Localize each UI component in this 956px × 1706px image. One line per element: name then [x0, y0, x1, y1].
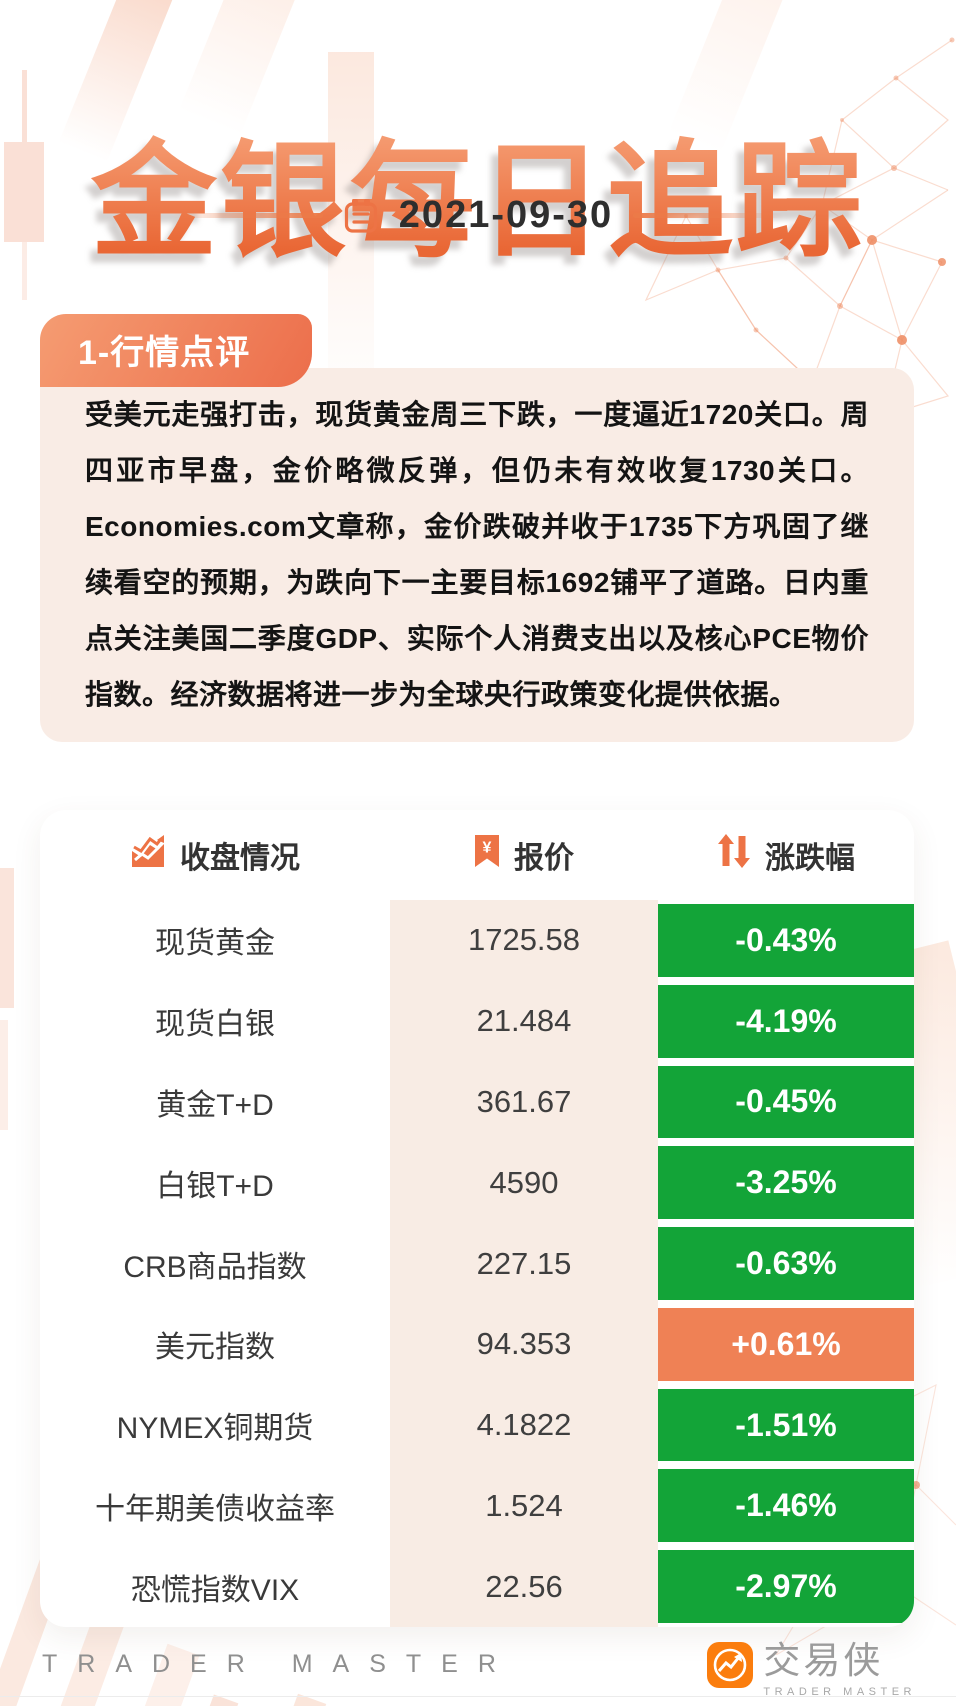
- row-change: -4.19%: [658, 984, 914, 1058]
- table-row: 现货白银 21.484 -4.19%: [40, 980, 914, 1062]
- row-name: 恐慌指数VIX: [130, 1573, 300, 1607]
- row-change: -1.51%: [658, 1388, 914, 1462]
- row-change-cell: -0.45%: [658, 1061, 914, 1143]
- stripe-decoration: [178, 0, 316, 136]
- area-chart-icon: [130, 834, 166, 876]
- row-quote: 4.1822: [390, 1384, 658, 1466]
- row-name: 白银T+D: [156, 1169, 274, 1203]
- page-title: 金银每日追踪: [0, 134, 956, 270]
- column-header-close: 收盘情况: [40, 833, 390, 877]
- table-row: 白银T+D 4590 -3.25%: [40, 1142, 914, 1224]
- table-row: 恐慌指数VIX 22.56 -2.97%: [40, 1546, 914, 1627]
- row-change-cell: -2.97%: [658, 1546, 914, 1627]
- zigzag-chart-logo-icon: [707, 1642, 754, 1693]
- row-change-cell: -3.25%: [658, 1142, 914, 1224]
- row-change: -0.43%: [658, 904, 914, 977]
- yuan-ribbon-icon: ¥: [474, 834, 500, 876]
- column-header-quote: ¥ 报价: [390, 833, 658, 877]
- brand-subtitle: TRADER MASTER: [763, 1685, 916, 1698]
- date-text: 2021-09-30: [398, 194, 614, 236]
- svg-text:¥: ¥: [483, 840, 492, 857]
- table-row: 美元指数 94.353 +0.61%: [40, 1303, 914, 1385]
- row-change-cell: +0.61%: [658, 1303, 914, 1385]
- date-row: 2021-09-30: [0, 194, 956, 237]
- row-quote: 1725.58: [390, 900, 658, 981]
- column-label: 收盘情况: [180, 842, 300, 875]
- bar-decoration: [0, 1020, 8, 1130]
- bar-decoration: [0, 868, 14, 1008]
- row-change: -2.97%: [658, 1550, 914, 1624]
- row-change-cell: -0.63%: [658, 1223, 914, 1304]
- table-row: CRB商品指数 227.15 -0.63%: [40, 1223, 914, 1304]
- table-row: 黄金T+D 361.67 -0.45%: [40, 1061, 914, 1143]
- row-change-cell: -4.19%: [658, 980, 914, 1062]
- row-change: -1.46%: [658, 1469, 914, 1543]
- row-quote: 21.484: [390, 980, 658, 1062]
- table-row: 十年期美债收益率 1.524 -1.46%: [40, 1465, 914, 1547]
- row-change: -3.25%: [658, 1146, 914, 1220]
- row-quote: 361.67: [390, 1061, 658, 1143]
- row-name: 美元指数: [155, 1331, 275, 1365]
- market-table: 收盘情况 ¥ 报价 涨跌幅: [40, 810, 914, 1627]
- calendar-icon: [343, 198, 379, 234]
- table-row: 现货黄金 1725.58 -0.43%: [40, 900, 914, 981]
- table-row: NYMEX铜期货 4.1822 -1.51%: [40, 1384, 914, 1466]
- row-quote: 227.15: [390, 1223, 658, 1304]
- table-header: 收盘情况 ¥ 报价 涨跌幅: [40, 810, 914, 900]
- up-down-arrows-icon: [717, 834, 751, 876]
- row-quote: 1.524: [390, 1465, 658, 1547]
- commentary-text: 受美元走强打击，现货黄金周三下跌，一度逼近1720关口。周四亚市早盘，金价略微反…: [85, 399, 869, 710]
- row-change-cell: -1.51%: [658, 1384, 914, 1466]
- section-tab: 1-行情点评: [40, 314, 313, 387]
- date-line-left: [172, 213, 323, 218]
- row-change: -0.45%: [658, 1065, 914, 1139]
- brand-name: 交易侠: [763, 1640, 884, 1681]
- row-change-cell: -1.46%: [658, 1465, 914, 1547]
- row-quote: 22.56: [390, 1546, 658, 1627]
- watermark-text: TRADER MASTER: [42, 1650, 516, 1678]
- brand-logo: 交易侠 TRADER MASTER: [707, 1640, 916, 1698]
- row-change: +0.61%: [658, 1307, 914, 1381]
- row-change-cell: -0.43%: [658, 900, 914, 981]
- row-name: 黄金T+D: [156, 1088, 274, 1122]
- table-body: 现货黄金 1725.58 -0.43% 现货白银 21.484 -4.19% 黄…: [40, 900, 914, 1627]
- commentary-panel: 受美元走强打击，现货黄金周三下跌，一度逼近1720关口。周四亚市早盘，金价略微反…: [40, 368, 914, 742]
- row-quote: 94.353: [390, 1303, 658, 1385]
- row-name: 现货黄金: [155, 927, 275, 961]
- column-label: 报价: [514, 842, 574, 875]
- row-name: 现货白银: [155, 1008, 275, 1042]
- column-label: 涨跌幅: [765, 842, 855, 875]
- row-change: -0.63%: [658, 1227, 914, 1300]
- date-line-right: [633, 213, 784, 218]
- row-name: NYMEX铜期货: [116, 1412, 314, 1446]
- row-quote: 4590: [390, 1142, 658, 1224]
- column-header-change: 涨跌幅: [658, 833, 914, 877]
- row-name: CRB商品指数: [123, 1250, 307, 1284]
- footer-divider: [0, 1696, 956, 1697]
- row-name: 十年期美债收益率: [95, 1492, 335, 1526]
